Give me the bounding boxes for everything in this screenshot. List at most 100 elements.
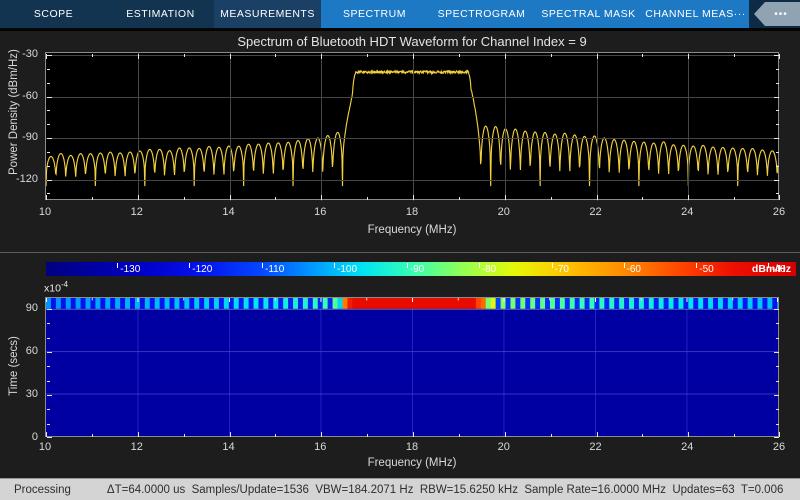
tab-measurements[interactable]: MEASUREMENTS [214,0,321,28]
x-tick-label: 24 [681,441,693,453]
tick-mark [734,434,735,437]
spectrum-y-tick-labels: -30-60-90-120 [0,52,42,200]
tick-mark [776,193,779,194]
tick-mark [230,432,231,437]
x-tick-label: 18 [406,206,418,218]
spectrogram-y-multiplier: x10-4 [44,280,68,295]
colorbar-tick-label: -120 [189,263,212,276]
x-tick-label: 10 [39,206,51,218]
spectrogram-x-tick-labels: 101214161820222426 [45,441,779,454]
y-tick-label: 60 [0,345,38,357]
tick-mark [776,381,779,382]
ellipsis-icon: ••• [766,9,788,20]
tick-mark [92,54,93,57]
tick-mark [47,110,50,111]
tick-mark [779,54,780,59]
tick-mark [47,152,50,153]
spectrum-x-axis-label: Frequency (MHz) [45,224,779,236]
tick-mark [47,193,50,194]
tick-mark [597,54,598,59]
tick-mark [776,83,779,84]
tab-estimation[interactable]: ESTIMATION [107,0,214,28]
tick-mark [413,54,414,59]
tick-mark [774,352,779,353]
tick-mark [92,434,93,437]
tick-mark [776,69,779,70]
tick-mark [776,409,779,410]
tick-mark [642,197,643,200]
tick-mark [321,195,322,200]
tick-mark [642,54,643,57]
tick-mark [184,197,185,200]
tick-mark [597,195,598,200]
tab-channel-meas[interactable]: CHANNEL MEAS··· [642,0,749,28]
colorbar-tick-label: -90 [407,263,424,276]
more-options-button[interactable]: ••• [749,0,800,28]
tick-mark [184,434,185,437]
x-tick-label: 20 [498,441,510,453]
tick-mark [230,195,231,200]
x-tick-label: 12 [131,206,143,218]
tick-mark [413,432,414,437]
x-tick-label: 20 [498,206,510,218]
tick-mark [776,366,779,367]
gridline [505,53,506,201]
tick-mark [505,195,506,200]
tick-mark [367,434,368,437]
tick-mark [505,54,506,59]
tick-mark [688,432,689,437]
colorbar: dBm/Hz -130-120-110-100-90-80-70-60-50-4… [46,262,796,276]
tick-mark [774,395,779,396]
tick-mark [47,424,50,425]
tick-mark [47,83,50,84]
x-tick-label: 22 [589,206,601,218]
tick-mark [46,432,47,437]
tick-mark [505,432,506,437]
colorbar-tick-label: -110 [262,263,284,276]
tick-mark [184,54,185,57]
tick-mark [774,138,779,139]
tick-mark [367,197,368,200]
gridline [321,53,322,201]
spectrum-plot-area[interactable] [45,52,779,200]
tick-mark [459,54,460,57]
tick-mark [776,152,779,153]
tick-mark [734,54,735,57]
tick-mark [774,180,779,181]
tab-spectral-mask[interactable]: SPECTRAL MASK [535,0,642,28]
tick-mark [47,69,50,70]
status-bar: Processing ΔT=64.0000 us Samples/Update=… [0,478,800,500]
colorbar-tick-label: -40 [768,263,785,276]
gridline [138,53,139,201]
tick-mark [275,434,276,437]
tick-mark [774,309,779,310]
x-tick-label: 26 [773,206,785,218]
tick-mark [367,54,368,57]
y-tick-label: 0 [0,431,38,443]
tick-mark [551,54,552,57]
x-tick-label: 14 [222,206,234,218]
tick-mark [47,323,50,324]
tick-mark [47,366,50,367]
tab-spectrogram[interactable]: SPECTROGRAM [428,0,535,28]
x-tick-label: 16 [314,441,326,453]
tick-mark [642,434,643,437]
tick-mark [47,409,50,410]
tab-scope[interactable]: SCOPE [0,0,107,28]
tick-mark [459,197,460,200]
spectrogram-plot-area[interactable] [45,297,779,437]
tab-spectrum[interactable]: SPECTRUM [321,0,428,28]
spectrum-trace [46,53,778,199]
tick-mark [776,323,779,324]
x-tick-label: 18 [406,441,418,453]
gridline [688,53,689,201]
x-tick-label: 10 [39,441,51,453]
gridline [413,53,414,201]
tick-mark [779,432,780,437]
tick-mark [776,166,779,167]
tick-mark [47,338,50,339]
x-tick-label: 16 [314,206,326,218]
y-tick-label: -120 [0,173,38,185]
spectrogram-image [46,298,778,436]
status-metrics: ΔT=64.0000 us Samples/Update=1536 VBW=18… [107,484,783,496]
